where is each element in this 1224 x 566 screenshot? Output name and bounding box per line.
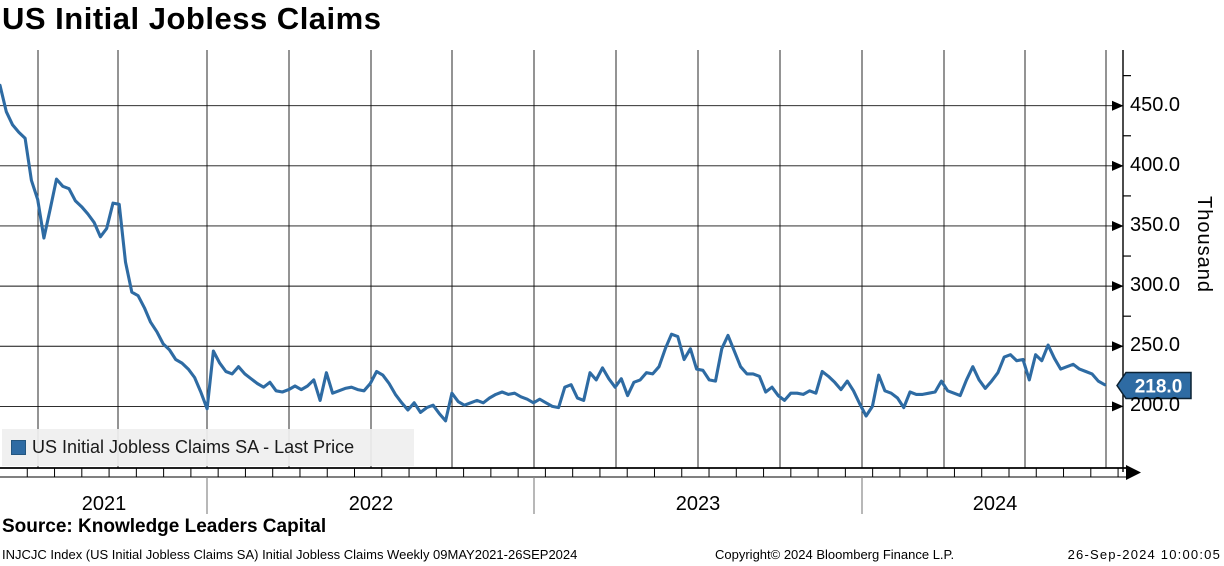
footer-timestamp: 26-Sep-2024 10:00:05 [1067,547,1221,562]
x-year-label: 2023 [675,493,721,515]
x-year-label: 2022 [348,493,394,515]
legend-box: US Initial Jobless Claims SA - Last Pric… [2,429,414,466]
page-title: US Initial Jobless Claims [2,1,382,36]
y-tick-label: 200.0 [1130,394,1181,417]
y-tick-label: 250.0 [1130,334,1181,357]
last-price-badge: 218.0 [1116,371,1192,400]
legend-label: US Initial Jobless Claims SA - Last Pric… [32,437,355,457]
axes [0,50,1141,514]
y-axis-unit-label: Thousand [1193,196,1215,293]
x-year-label: 2021 [81,493,127,515]
legend-series-marker-icon [11,440,26,455]
chart-plot-area[interactable] [0,83,1107,423]
y-tick-label: 300.0 [1130,274,1181,297]
gridlines [0,50,1123,468]
x-year-label: 2024 [972,493,1018,515]
series-line [0,83,1107,423]
y-tick-label: 350.0 [1130,213,1181,236]
y-tick-label: 400.0 [1130,153,1181,176]
badge-value: 218.0 [1135,377,1183,398]
footer-security-info: INJCJC Index (US Initial Jobless Claims … [2,547,578,562]
badge-shape [1116,371,1192,400]
source-line: Source: Knowledge Leaders Capital [2,516,327,537]
footer-copyright: Copyright© 2024 Bloomberg Finance L.P. [715,547,955,562]
y-tick-label: 450.0 [1130,93,1181,116]
